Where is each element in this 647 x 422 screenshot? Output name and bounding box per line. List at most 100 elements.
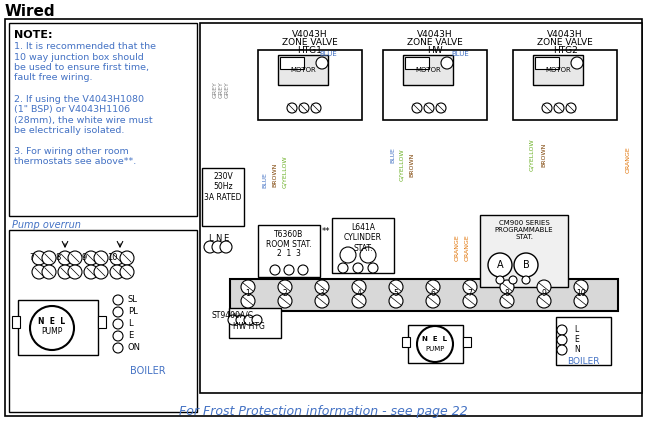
Text: BOILER: BOILER bbox=[130, 366, 166, 376]
Circle shape bbox=[522, 276, 530, 284]
Circle shape bbox=[537, 280, 551, 294]
Circle shape bbox=[42, 251, 56, 265]
Circle shape bbox=[315, 294, 329, 308]
Text: (1" BSP) or V4043H1106: (1" BSP) or V4043H1106 bbox=[14, 105, 130, 114]
Text: PL: PL bbox=[128, 308, 138, 316]
Bar bbox=[533, 55, 583, 85]
Bar bbox=[556, 317, 611, 365]
Text: A: A bbox=[497, 260, 503, 270]
Text: L: L bbox=[574, 325, 578, 335]
Circle shape bbox=[509, 276, 517, 284]
Circle shape bbox=[574, 294, 588, 308]
Bar bbox=[513, 50, 617, 120]
Bar bbox=[402, 337, 410, 347]
Circle shape bbox=[554, 103, 564, 113]
Circle shape bbox=[557, 335, 567, 345]
Text: thermostats see above**.: thermostats see above**. bbox=[14, 157, 137, 167]
Text: Wired: Wired bbox=[5, 3, 56, 19]
Circle shape bbox=[42, 265, 56, 279]
Circle shape bbox=[340, 247, 356, 263]
Text: 1. It is recommended that the: 1. It is recommended that the bbox=[14, 42, 156, 51]
Text: Pump overrun: Pump overrun bbox=[12, 220, 81, 230]
Bar bbox=[278, 55, 328, 85]
Circle shape bbox=[352, 294, 366, 308]
Text: E: E bbox=[223, 234, 228, 243]
Bar bbox=[202, 168, 244, 226]
Text: V4043H: V4043H bbox=[417, 30, 453, 39]
Bar bbox=[98, 316, 106, 328]
Text: GREY: GREY bbox=[219, 81, 223, 98]
Circle shape bbox=[566, 103, 576, 113]
Circle shape bbox=[315, 280, 329, 294]
Bar bbox=[200, 23, 642, 393]
Text: 230V
50Hz
3A RATED: 230V 50Hz 3A RATED bbox=[204, 172, 242, 202]
Circle shape bbox=[94, 251, 108, 265]
Circle shape bbox=[338, 263, 348, 273]
Circle shape bbox=[352, 280, 366, 294]
Text: HTG1: HTG1 bbox=[298, 46, 322, 55]
Circle shape bbox=[488, 253, 512, 277]
Text: ZONE VALVE: ZONE VALVE bbox=[537, 38, 593, 47]
Text: L: L bbox=[128, 319, 133, 328]
Text: BLUE: BLUE bbox=[391, 147, 395, 163]
Circle shape bbox=[68, 265, 82, 279]
Bar bbox=[9, 230, 197, 412]
Text: ZONE VALVE: ZONE VALVE bbox=[407, 38, 463, 47]
Text: BLUE: BLUE bbox=[263, 172, 267, 188]
Text: N-L: N-L bbox=[233, 313, 243, 318]
Text: 8: 8 bbox=[505, 289, 509, 298]
Text: BROWN: BROWN bbox=[542, 143, 547, 167]
Text: fault free wiring.: fault free wiring. bbox=[14, 73, 93, 82]
Text: be electrically isolated.: be electrically isolated. bbox=[14, 126, 124, 135]
Circle shape bbox=[270, 265, 280, 275]
Circle shape bbox=[389, 294, 403, 308]
Text: V4043H: V4043H bbox=[292, 30, 328, 39]
Circle shape bbox=[120, 251, 134, 265]
Circle shape bbox=[500, 280, 514, 294]
Bar bbox=[383, 50, 487, 120]
Text: CM900 SERIES
PROGRAMMABLE
STAT.: CM900 SERIES PROGRAMMABLE STAT. bbox=[495, 220, 553, 240]
Text: BOILER: BOILER bbox=[567, 357, 599, 366]
Bar bbox=[463, 337, 471, 347]
Text: 1: 1 bbox=[246, 289, 250, 298]
Circle shape bbox=[500, 294, 514, 308]
Text: be used to ensure first time,: be used to ensure first time, bbox=[14, 63, 149, 72]
Circle shape bbox=[542, 103, 552, 113]
Circle shape bbox=[537, 294, 551, 308]
Circle shape bbox=[496, 276, 504, 284]
Circle shape bbox=[574, 280, 588, 294]
Circle shape bbox=[212, 241, 224, 253]
Text: 6: 6 bbox=[430, 289, 435, 298]
Circle shape bbox=[204, 241, 216, 253]
Text: ORANGE: ORANGE bbox=[454, 235, 459, 261]
Text: HTG2: HTG2 bbox=[553, 46, 577, 55]
Bar bbox=[258, 50, 362, 120]
Circle shape bbox=[311, 103, 321, 113]
Text: BLUE: BLUE bbox=[451, 51, 469, 57]
Circle shape bbox=[94, 265, 108, 279]
Text: 2. If using the V4043H1080: 2. If using the V4043H1080 bbox=[14, 95, 144, 103]
Circle shape bbox=[426, 294, 440, 308]
Circle shape bbox=[412, 103, 422, 113]
Circle shape bbox=[360, 247, 376, 263]
Text: 2: 2 bbox=[283, 289, 287, 298]
Circle shape bbox=[120, 265, 134, 279]
Circle shape bbox=[299, 103, 309, 113]
Circle shape bbox=[284, 265, 294, 275]
Circle shape bbox=[84, 251, 98, 265]
Text: 3: 3 bbox=[320, 289, 324, 298]
Circle shape bbox=[441, 57, 453, 69]
Circle shape bbox=[32, 265, 46, 279]
Text: G/YELLOW: G/YELLOW bbox=[283, 156, 287, 188]
Circle shape bbox=[30, 306, 74, 350]
Bar bbox=[535, 57, 559, 69]
Text: 8: 8 bbox=[55, 254, 60, 262]
Text: 9: 9 bbox=[542, 289, 547, 298]
Text: 10: 10 bbox=[576, 289, 586, 298]
Circle shape bbox=[241, 280, 255, 294]
Circle shape bbox=[557, 325, 567, 335]
Text: MOTOR: MOTOR bbox=[290, 67, 316, 73]
Bar bbox=[9, 23, 197, 216]
Circle shape bbox=[463, 294, 477, 308]
Text: SL: SL bbox=[128, 295, 138, 305]
